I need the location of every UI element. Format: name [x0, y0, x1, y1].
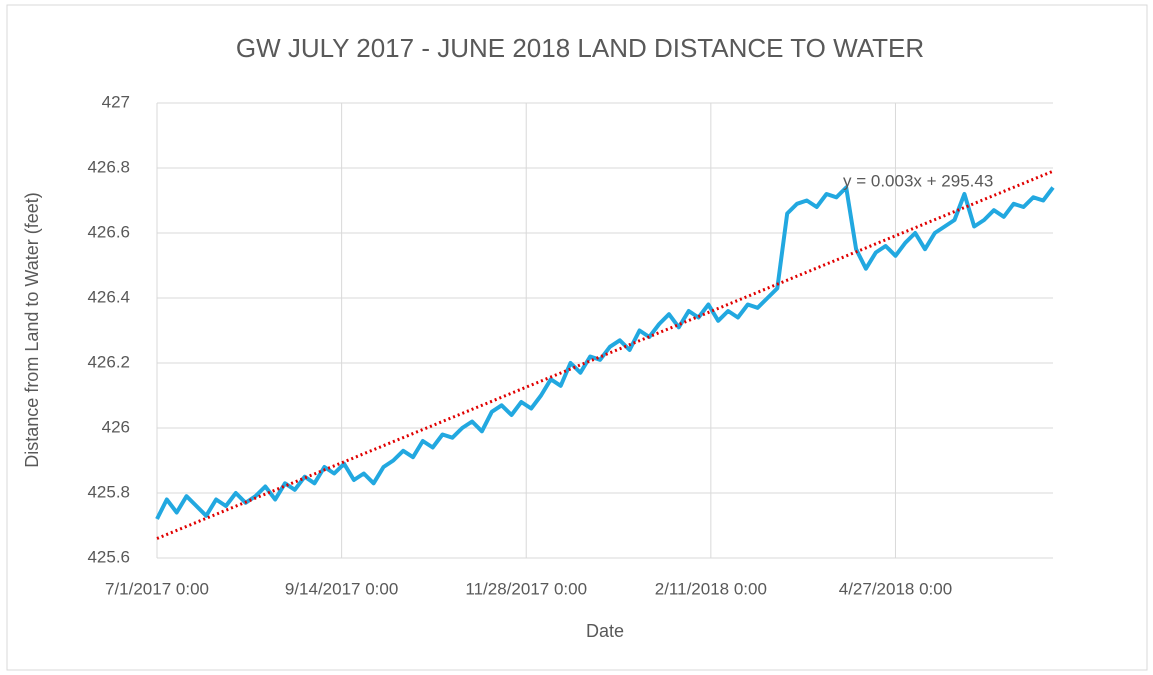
y-tick-label: 426 — [102, 417, 130, 436]
x-axis-label: Date — [586, 621, 624, 641]
x-tick-label: 4/27/2018 0:00 — [839, 579, 952, 598]
y-tick-label: 426.2 — [87, 352, 130, 371]
chart-title: GW JULY 2017 - JUNE 2018 LAND DISTANCE T… — [236, 33, 924, 63]
x-tick-label: 7/1/2017 0:00 — [105, 579, 209, 598]
y-tick-label: 425.6 — [87, 547, 130, 566]
trendline-label: y = 0.003x + 295.43 — [843, 171, 993, 190]
y-tick-label: 426.6 — [87, 222, 130, 241]
chart-border — [6, 4, 1148, 671]
y-tick-label: 427 — [102, 92, 130, 111]
y-tick-label: 426.4 — [87, 287, 130, 306]
x-tick-label: 2/11/2018 0:00 — [655, 579, 767, 598]
trendline — [156, 169, 1054, 540]
y-tick-label: 426.8 — [87, 157, 130, 176]
x-tick-label: 9/14/2017 0:00 — [285, 579, 398, 598]
y-axis-label: Distance from Land to Water (feet) — [22, 192, 42, 467]
x-tick-label: 11/28/2017 0:00 — [465, 579, 587, 598]
y-tick-label: 425.8 — [87, 482, 130, 501]
